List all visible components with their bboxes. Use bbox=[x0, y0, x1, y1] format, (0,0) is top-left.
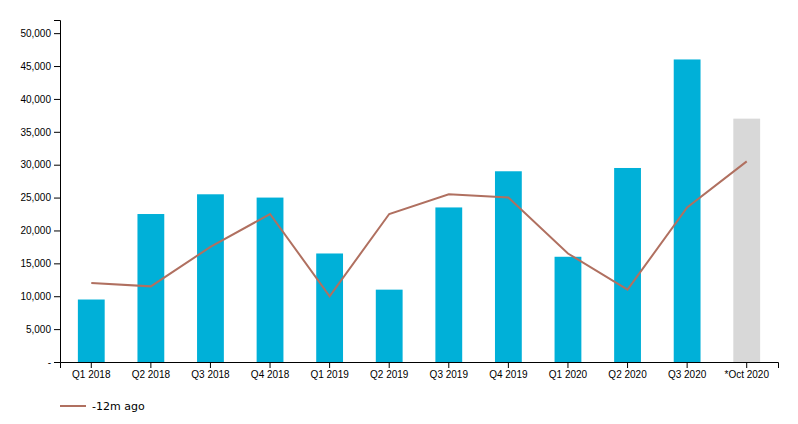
x-tick-label: Q4 2018 bbox=[251, 369, 290, 380]
y-tick: 20,000 bbox=[20, 225, 60, 236]
y-tick-label: 25,000 bbox=[20, 192, 51, 203]
y-tick-mark bbox=[54, 165, 60, 166]
y-tick-mark bbox=[54, 329, 60, 330]
y-tick: 10,000 bbox=[20, 291, 60, 302]
x-tick-label: Q2 2020 bbox=[608, 369, 647, 380]
x-tick-mark bbox=[270, 362, 271, 368]
x-tick: Q2 2020 bbox=[608, 362, 647, 380]
bar bbox=[78, 300, 105, 362]
x-tick-label: *Oct 2020 bbox=[724, 369, 769, 380]
marks bbox=[78, 59, 760, 362]
x-tick-label: Q3 2018 bbox=[191, 369, 230, 380]
x-tick-mark bbox=[329, 362, 330, 368]
y-tick: 30,000 bbox=[20, 159, 60, 170]
x-tick-label: Q1 2019 bbox=[310, 369, 349, 380]
chart: Q1 2018 Q2 2018 Q3 2018 Q4 2018 Q1 2019 Q2 20… bbox=[0, 0, 798, 424]
y-tick: - bbox=[48, 357, 60, 368]
x-tick: Q1 2020 bbox=[549, 362, 588, 380]
x-axis-line bbox=[61, 363, 779, 369]
bar bbox=[257, 198, 284, 362]
y-tick-mark bbox=[54, 132, 60, 133]
x-tick: Q1 2019 bbox=[310, 362, 349, 380]
x-tick-mark bbox=[746, 362, 747, 368]
x-tick: Q3 2019 bbox=[430, 362, 469, 380]
y-axis: - 5,000 10,000 15,000 20,000 25,000 30,000 35,0… bbox=[20, 21, 60, 368]
x-tick: Q4 2019 bbox=[489, 362, 528, 380]
y-tick-label: 15,000 bbox=[20, 258, 51, 269]
y-tick: 35,000 bbox=[20, 127, 60, 138]
y-axis-line bbox=[54, 21, 61, 363]
x-tick-mark bbox=[210, 362, 211, 368]
bar bbox=[197, 194, 224, 362]
bar bbox=[137, 214, 164, 362]
x-tick-mark bbox=[508, 362, 509, 368]
y-tick-label: 45,000 bbox=[20, 61, 51, 72]
y-tick-label: 50,000 bbox=[20, 28, 51, 39]
y-tick-mark bbox=[54, 362, 60, 363]
y-tick-label: 30,000 bbox=[20, 159, 51, 170]
legend-item: -12m ago bbox=[60, 400, 145, 413]
y-tick-label: 5,000 bbox=[26, 324, 51, 335]
x-tick-mark bbox=[448, 362, 449, 368]
y-tick: 45,000 bbox=[20, 61, 60, 72]
y-tick-label: - bbox=[48, 357, 51, 368]
x-tick-mark bbox=[567, 362, 568, 368]
y-tick-mark bbox=[54, 198, 60, 199]
x-tick-mark bbox=[91, 362, 92, 368]
x-tick-label: Q2 2019 bbox=[370, 369, 409, 380]
x-tick-mark bbox=[687, 362, 688, 368]
y-tick-mark bbox=[54, 296, 60, 297]
bar bbox=[733, 119, 760, 362]
legend: -12m ago bbox=[60, 400, 145, 413]
x-tick: Q3 2018 bbox=[191, 362, 230, 380]
x-tick-label: Q3 2019 bbox=[430, 369, 469, 380]
x-tick-label: Q1 2020 bbox=[549, 369, 588, 380]
x-axis: Q1 2018 Q2 2018 Q3 2018 Q4 2018 Q1 2019 Q2 20… bbox=[61, 362, 779, 380]
x-tick-mark bbox=[150, 362, 151, 368]
line bbox=[91, 161, 746, 296]
y-tick: 25,000 bbox=[20, 192, 60, 203]
legend-swatch bbox=[60, 405, 86, 407]
bar-series bbox=[78, 59, 760, 362]
x-tick: Q1 2018 bbox=[72, 362, 111, 380]
y-tick-label: 35,000 bbox=[20, 127, 51, 138]
x-tick-label: Q1 2018 bbox=[72, 369, 111, 380]
y-tick-mark bbox=[54, 263, 60, 264]
x-tick: Q4 2018 bbox=[251, 362, 290, 380]
bar bbox=[435, 207, 462, 362]
y-tick: 50,000 bbox=[20, 28, 60, 39]
x-tick: *Oct 2020 bbox=[724, 362, 769, 380]
x-tick: Q2 2018 bbox=[132, 362, 171, 380]
y-tick: 15,000 bbox=[20, 258, 60, 269]
x-tick: Q2 2019 bbox=[370, 362, 409, 380]
x-tick-label: Q3 2020 bbox=[668, 369, 707, 380]
y-tick-label: 40,000 bbox=[20, 94, 51, 105]
y-tick-mark bbox=[54, 99, 60, 100]
plot: Q1 2018 Q2 2018 Q3 2018 Q4 2018 Q1 2019 Q2 20… bbox=[20, 21, 778, 381]
x-tick-label: Q4 2019 bbox=[489, 369, 528, 380]
bar bbox=[495, 171, 522, 362]
y-tick-label: 10,000 bbox=[20, 291, 51, 302]
y-tick-mark bbox=[54, 66, 60, 67]
bar bbox=[316, 253, 343, 362]
legend-label: -12m ago bbox=[92, 400, 145, 413]
y-tick-mark bbox=[54, 33, 60, 34]
x-tick-mark bbox=[389, 362, 390, 368]
bar bbox=[614, 168, 641, 362]
x-tick-label: Q2 2018 bbox=[132, 369, 171, 380]
bar bbox=[376, 290, 403, 362]
x-tick: Q3 2020 bbox=[668, 362, 707, 380]
y-tick: 40,000 bbox=[20, 94, 60, 105]
y-tick-label: 20,000 bbox=[20, 225, 51, 236]
bar bbox=[555, 257, 582, 362]
y-tick: 5,000 bbox=[26, 324, 60, 335]
x-tick-mark bbox=[627, 362, 628, 368]
bar bbox=[674, 59, 701, 362]
y-tick-mark bbox=[54, 230, 60, 231]
